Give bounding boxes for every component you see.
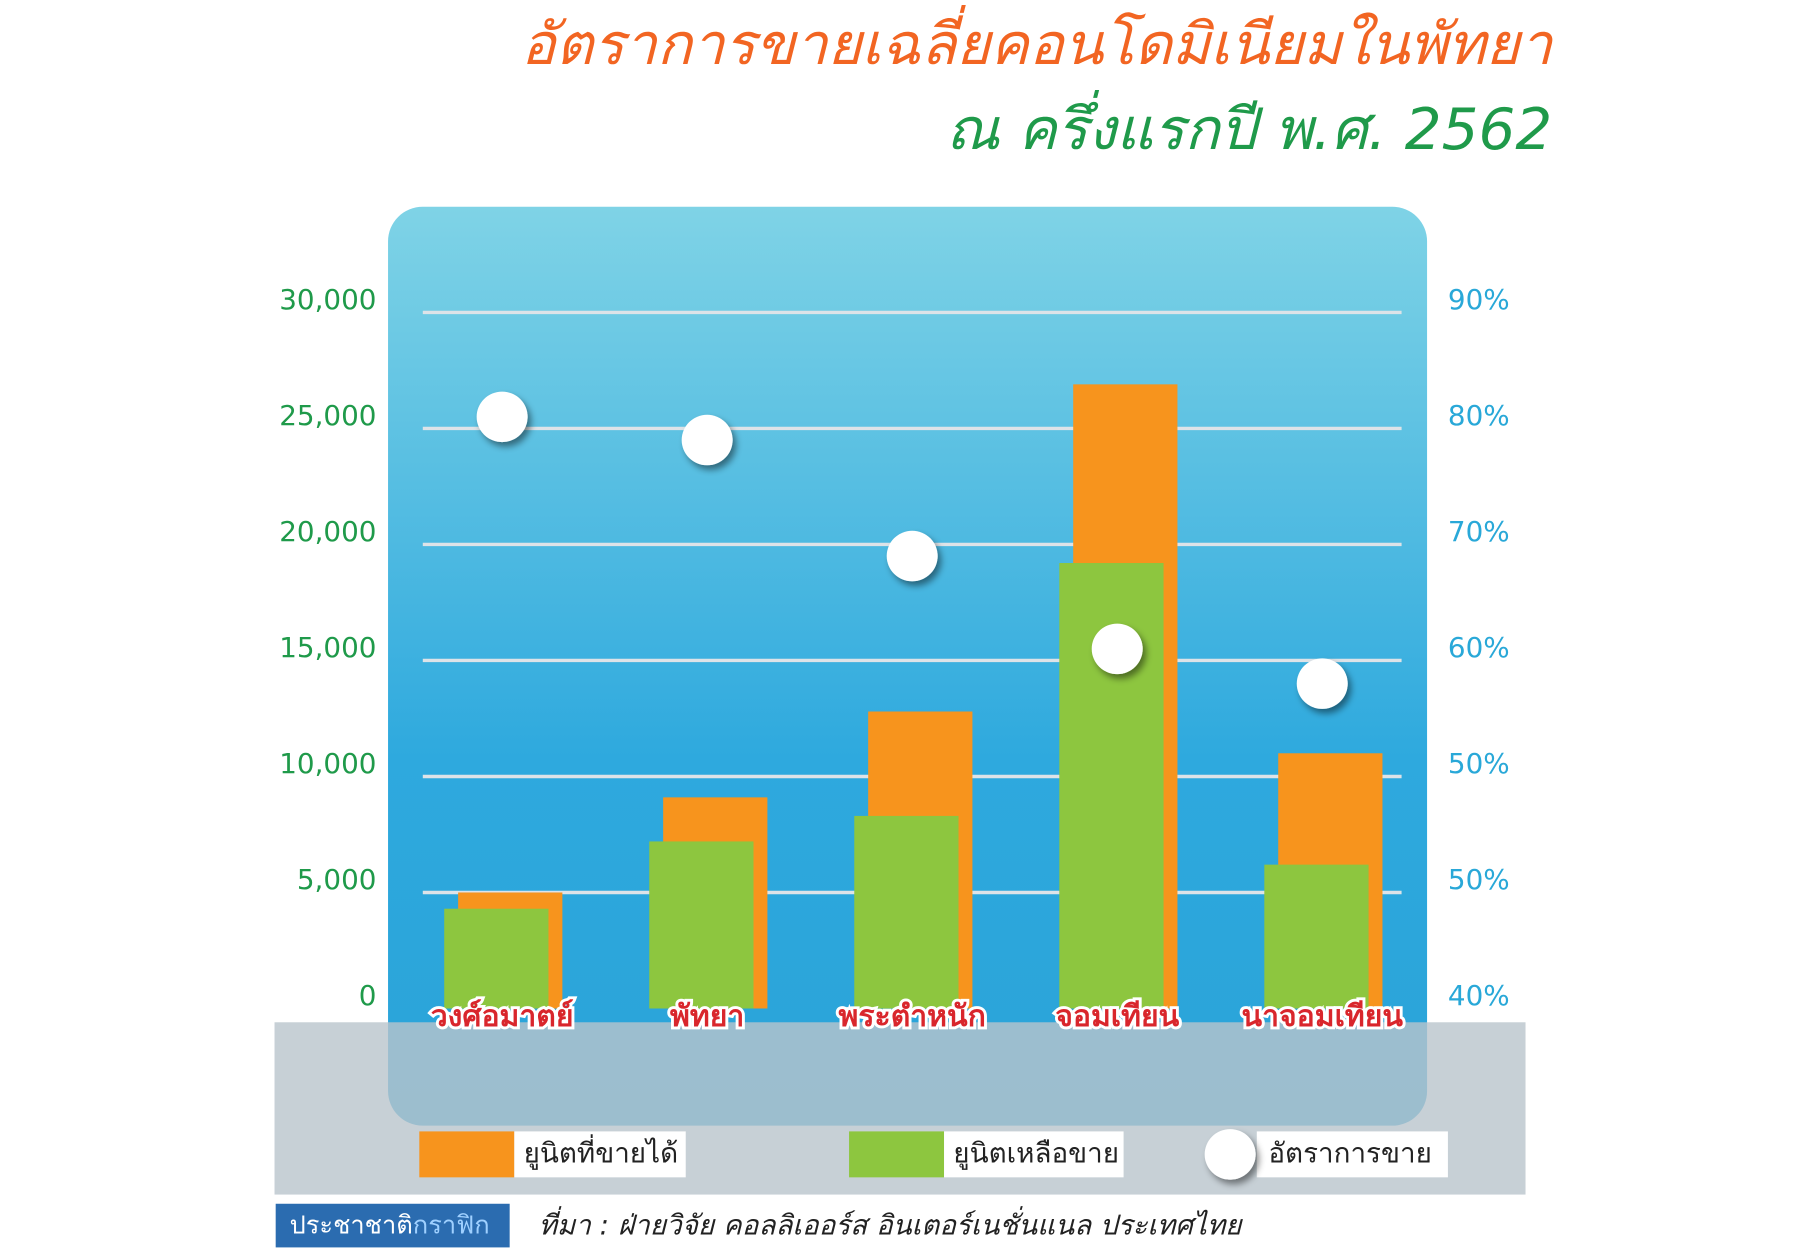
y2-tick-label: 70% <box>1448 515 1510 548</box>
credit-box <box>275 1203 510 1248</box>
bar <box>444 908 549 1009</box>
legend-box <box>944 1131 1124 1178</box>
rate-dot <box>1296 658 1348 709</box>
y-tick-label: 25,000 <box>279 399 376 432</box>
y2-tick-label: 50% <box>1448 747 1510 780</box>
legend-box <box>514 1131 686 1178</box>
source: ที่มา : ฝ่ายวิจัย คอลลิเออร์ส อินเตอร์เน… <box>539 1206 1244 1242</box>
legend-label: ยูนิตที่ขายได้ <box>524 1133 679 1170</box>
x-tick-label: วงศ์อมาตย์ <box>431 999 574 1034</box>
y2-tick-label: 50% <box>1448 863 1510 896</box>
rate-dot <box>1091 623 1143 675</box>
x-tick-label: นาจอมเทียน <box>1242 999 1404 1034</box>
x-tick-label: พระตำหนัก <box>839 999 986 1034</box>
bar <box>1264 864 1369 1009</box>
chart-title: อัตราการขายเฉลี่ยคอนโดมิเนียมในพัทยา <box>521 4 1554 78</box>
y2-tick-label: 80% <box>1448 399 1510 432</box>
chart-subtitle: ณ ครึ่งแรกปี พ.ศ. 2562 <box>946 89 1552 163</box>
legend-box <box>1256 1131 1448 1178</box>
credit-highlight: กราฟิก <box>413 1210 490 1240</box>
legend-label: อัตราการขาย <box>1268 1136 1432 1169</box>
legend-label: ยูนิตเหลือขาย <box>953 1136 1119 1170</box>
legend-swatch <box>849 1131 945 1178</box>
credit-text: ประชาชาติ <box>290 1210 413 1240</box>
y-tick-label: 5,000 <box>297 863 377 896</box>
bar <box>854 815 959 1009</box>
y2-tick-label: 40% <box>1448 979 1510 1012</box>
rate-dot <box>886 530 938 582</box>
bar <box>649 841 754 1009</box>
rate-dot <box>681 414 733 466</box>
y-tick-label: 30,000 <box>279 283 376 316</box>
y2-tick-label: 60% <box>1448 631 1510 664</box>
y-tick-label: 0 <box>359 979 377 1012</box>
legend-swatch <box>1204 1129 1256 1180</box>
y2-tick-label: 90% <box>1448 283 1510 316</box>
y-tick-label: 20,000 <box>279 515 376 548</box>
plot: 0 5,000 10,000 15,000 20,000 25,000 30,000 40% 5… <box>279 283 1510 1037</box>
y-tick-label: 10,000 <box>279 747 376 780</box>
y-tick-label: 15,000 <box>279 631 376 664</box>
x-tick-label: พัทยา <box>670 999 744 1034</box>
legend-swatch <box>419 1131 515 1178</box>
rate-dot <box>476 391 528 443</box>
x-tick-label: จอมเทียน <box>1055 999 1179 1034</box>
credit: ประชาชาติกราฟิก <box>290 1210 490 1240</box>
